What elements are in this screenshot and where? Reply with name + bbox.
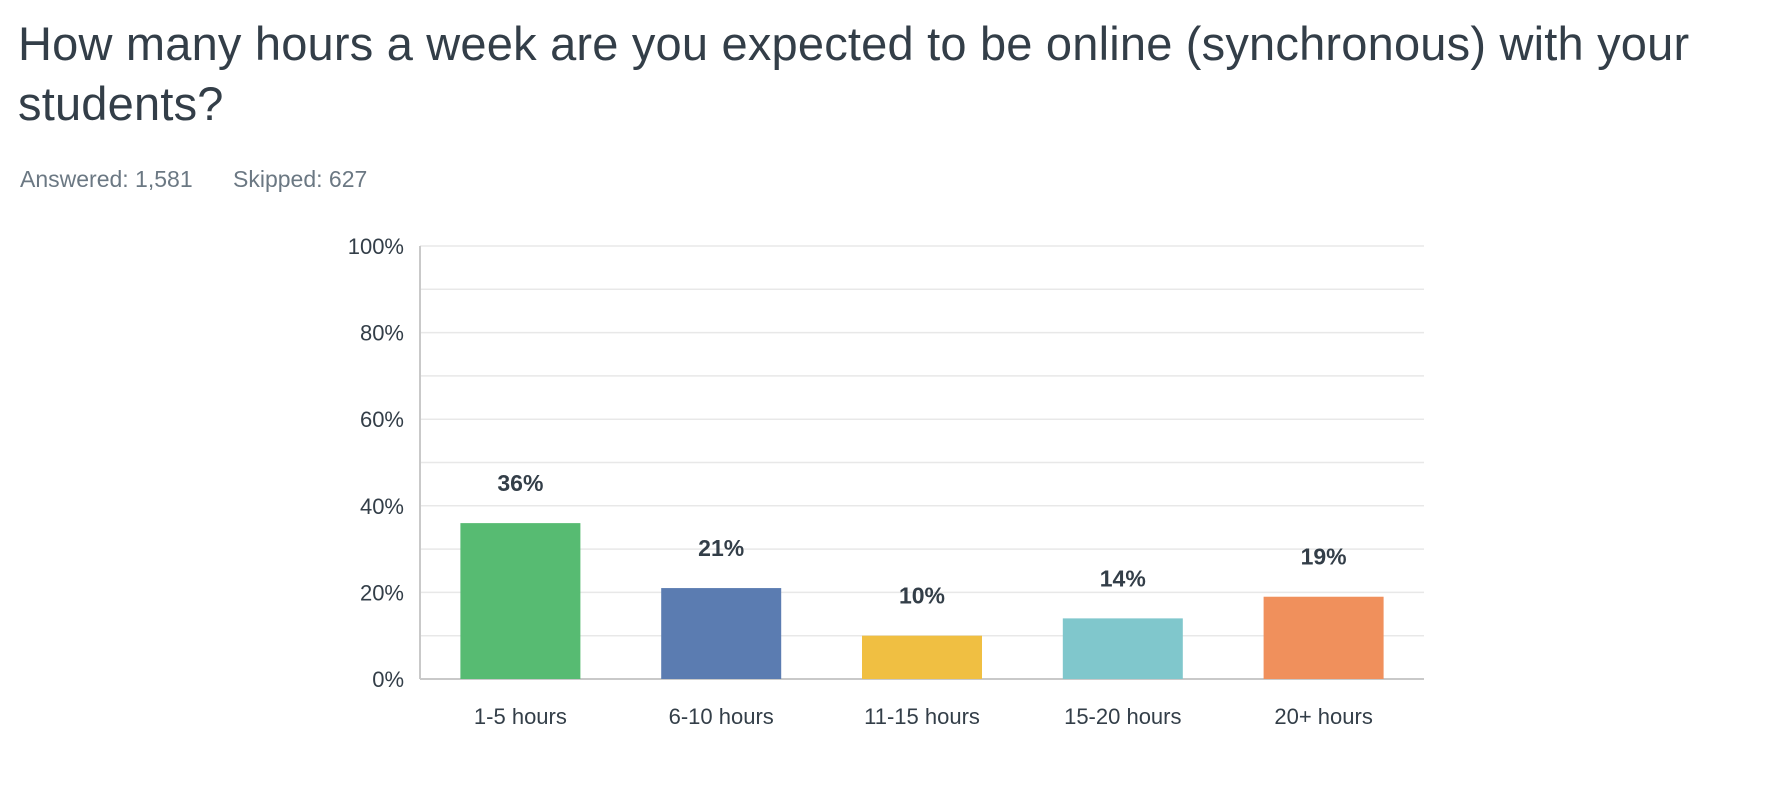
x-category-label: 6-10 hours [669,704,774,729]
bar [1264,597,1384,679]
bar [460,523,580,679]
bar [862,636,982,679]
bar-value-label: 14% [1100,565,1146,591]
value-labels: 36% 21% 10% 14% 19% [497,470,1346,609]
y-tick-label: 80% [360,321,404,346]
y-axis-tick-labels: 0% 20% 40% 60% 80% 100% [348,234,404,692]
x-axis-category-labels: 1-5 hours 6-10 hours 11-15 hours 15-20 hour… [474,704,1373,729]
y-tick-label: 100% [348,234,404,259]
x-category-label: 15-20 hours [1064,704,1181,729]
x-category-label: 1-5 hours [474,704,567,729]
bar-value-label: 19% [1301,544,1347,570]
bar-value-label: 21% [698,535,744,561]
y-tick-label: 60% [360,407,404,432]
y-tick-label: 0% [372,667,404,692]
x-category-label: 11-15 hours [864,704,980,729]
x-category-label: 20+ hours [1274,704,1372,729]
bar-value-label: 10% [899,583,945,609]
y-tick-label: 40% [360,494,404,519]
bar [1063,618,1183,679]
bar [661,588,781,679]
bar-value-label: 36% [497,470,543,496]
y-tick-label: 20% [360,580,404,605]
